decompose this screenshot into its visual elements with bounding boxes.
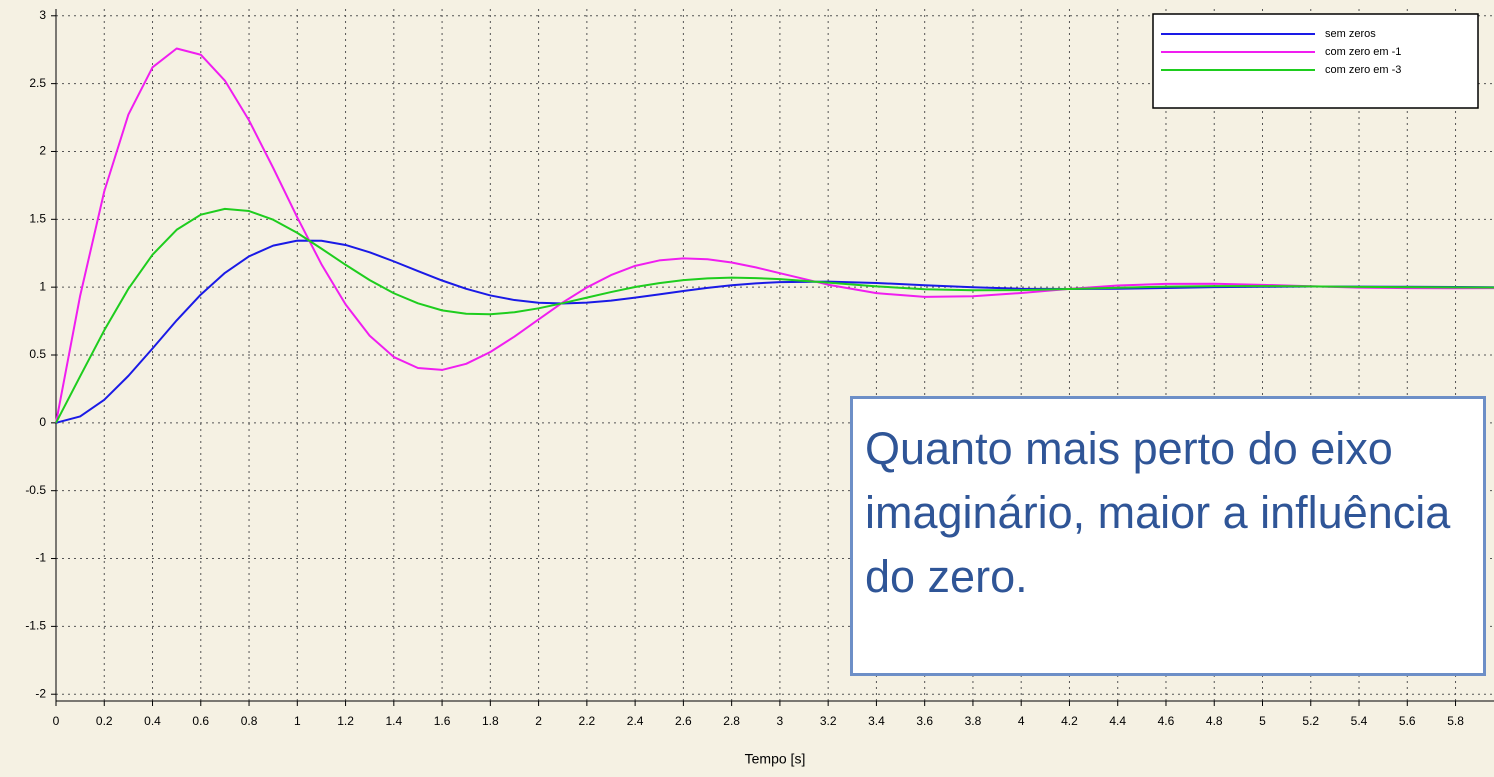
x-tick-label: 1 [294,714,301,728]
x-tick-label: 5.6 [1399,714,1416,728]
x-tick-label: 3.8 [965,714,982,728]
y-tick-label: 3 [39,8,46,22]
x-tick-label: 2.8 [723,714,740,728]
x-tick-label: 3.6 [916,714,933,728]
series-line [55,47,1494,424]
x-tick-label: 4.6 [1158,714,1175,728]
x-tick-label: 1.6 [434,714,451,728]
y-tick-label: 2.5 [29,76,46,90]
x-tick-label: 0.4 [144,714,161,728]
x-tick-label: 5.4 [1351,714,1368,728]
x-axis-label: Tempo [s] [745,751,806,767]
x-tick-label: 3.2 [820,714,837,728]
y-tick-label: 1 [39,279,46,293]
x-tick-label: 1.4 [385,714,402,728]
y-tick-label: 0 [39,415,46,429]
y-tick-label: 0.5 [29,347,46,361]
x-tick-label: 0 [53,714,60,728]
legend: sem zeros com zero em -1 com zero em -3 [1152,13,1479,109]
y-tick-label: -2 [35,686,46,700]
x-tick-label: 4.4 [1109,714,1126,728]
y-tick-label: -1.5 [25,619,46,633]
series-line [55,207,1494,424]
x-tick-label: 2.2 [579,714,596,728]
x-tick-label: 2.4 [627,714,644,728]
legend-label: com zero em -3 [1325,64,1401,76]
x-tick-label: 1.8 [482,714,499,728]
x-tick-label: 0.8 [241,714,258,728]
y-tick-label: 1.5 [29,211,46,225]
legend-label: com zero em -1 [1325,46,1401,58]
x-tick-label: 5.8 [1447,714,1464,728]
legend-box [1152,13,1479,109]
legend-label: sem zeros [1325,28,1376,40]
x-tick-label: 4 [1018,714,1025,728]
series-line [55,239,1494,424]
x-tick-label: 2 [535,714,542,728]
x-tick-label: 3.4 [868,714,885,728]
y-tick-label: 2 [39,144,46,158]
annotation: Quanto mais perto do eixo imaginário, ma… [850,396,1486,676]
x-tick-label: 4.2 [1061,714,1078,728]
y-tick-label: -0.5 [25,483,46,497]
y-tick-label: -1 [35,551,46,565]
x-tick-label: 0.6 [192,714,209,728]
x-tick-label: 1.2 [337,714,354,728]
x-tick-label: 5 [1259,714,1266,728]
x-tick-label: 0.2 [96,714,113,728]
x-tick-label: 5.2 [1302,714,1319,728]
x-tick-label: 2.6 [675,714,692,728]
x-tick-label: 3 [777,714,784,728]
x-tick-label: 4.8 [1206,714,1223,728]
